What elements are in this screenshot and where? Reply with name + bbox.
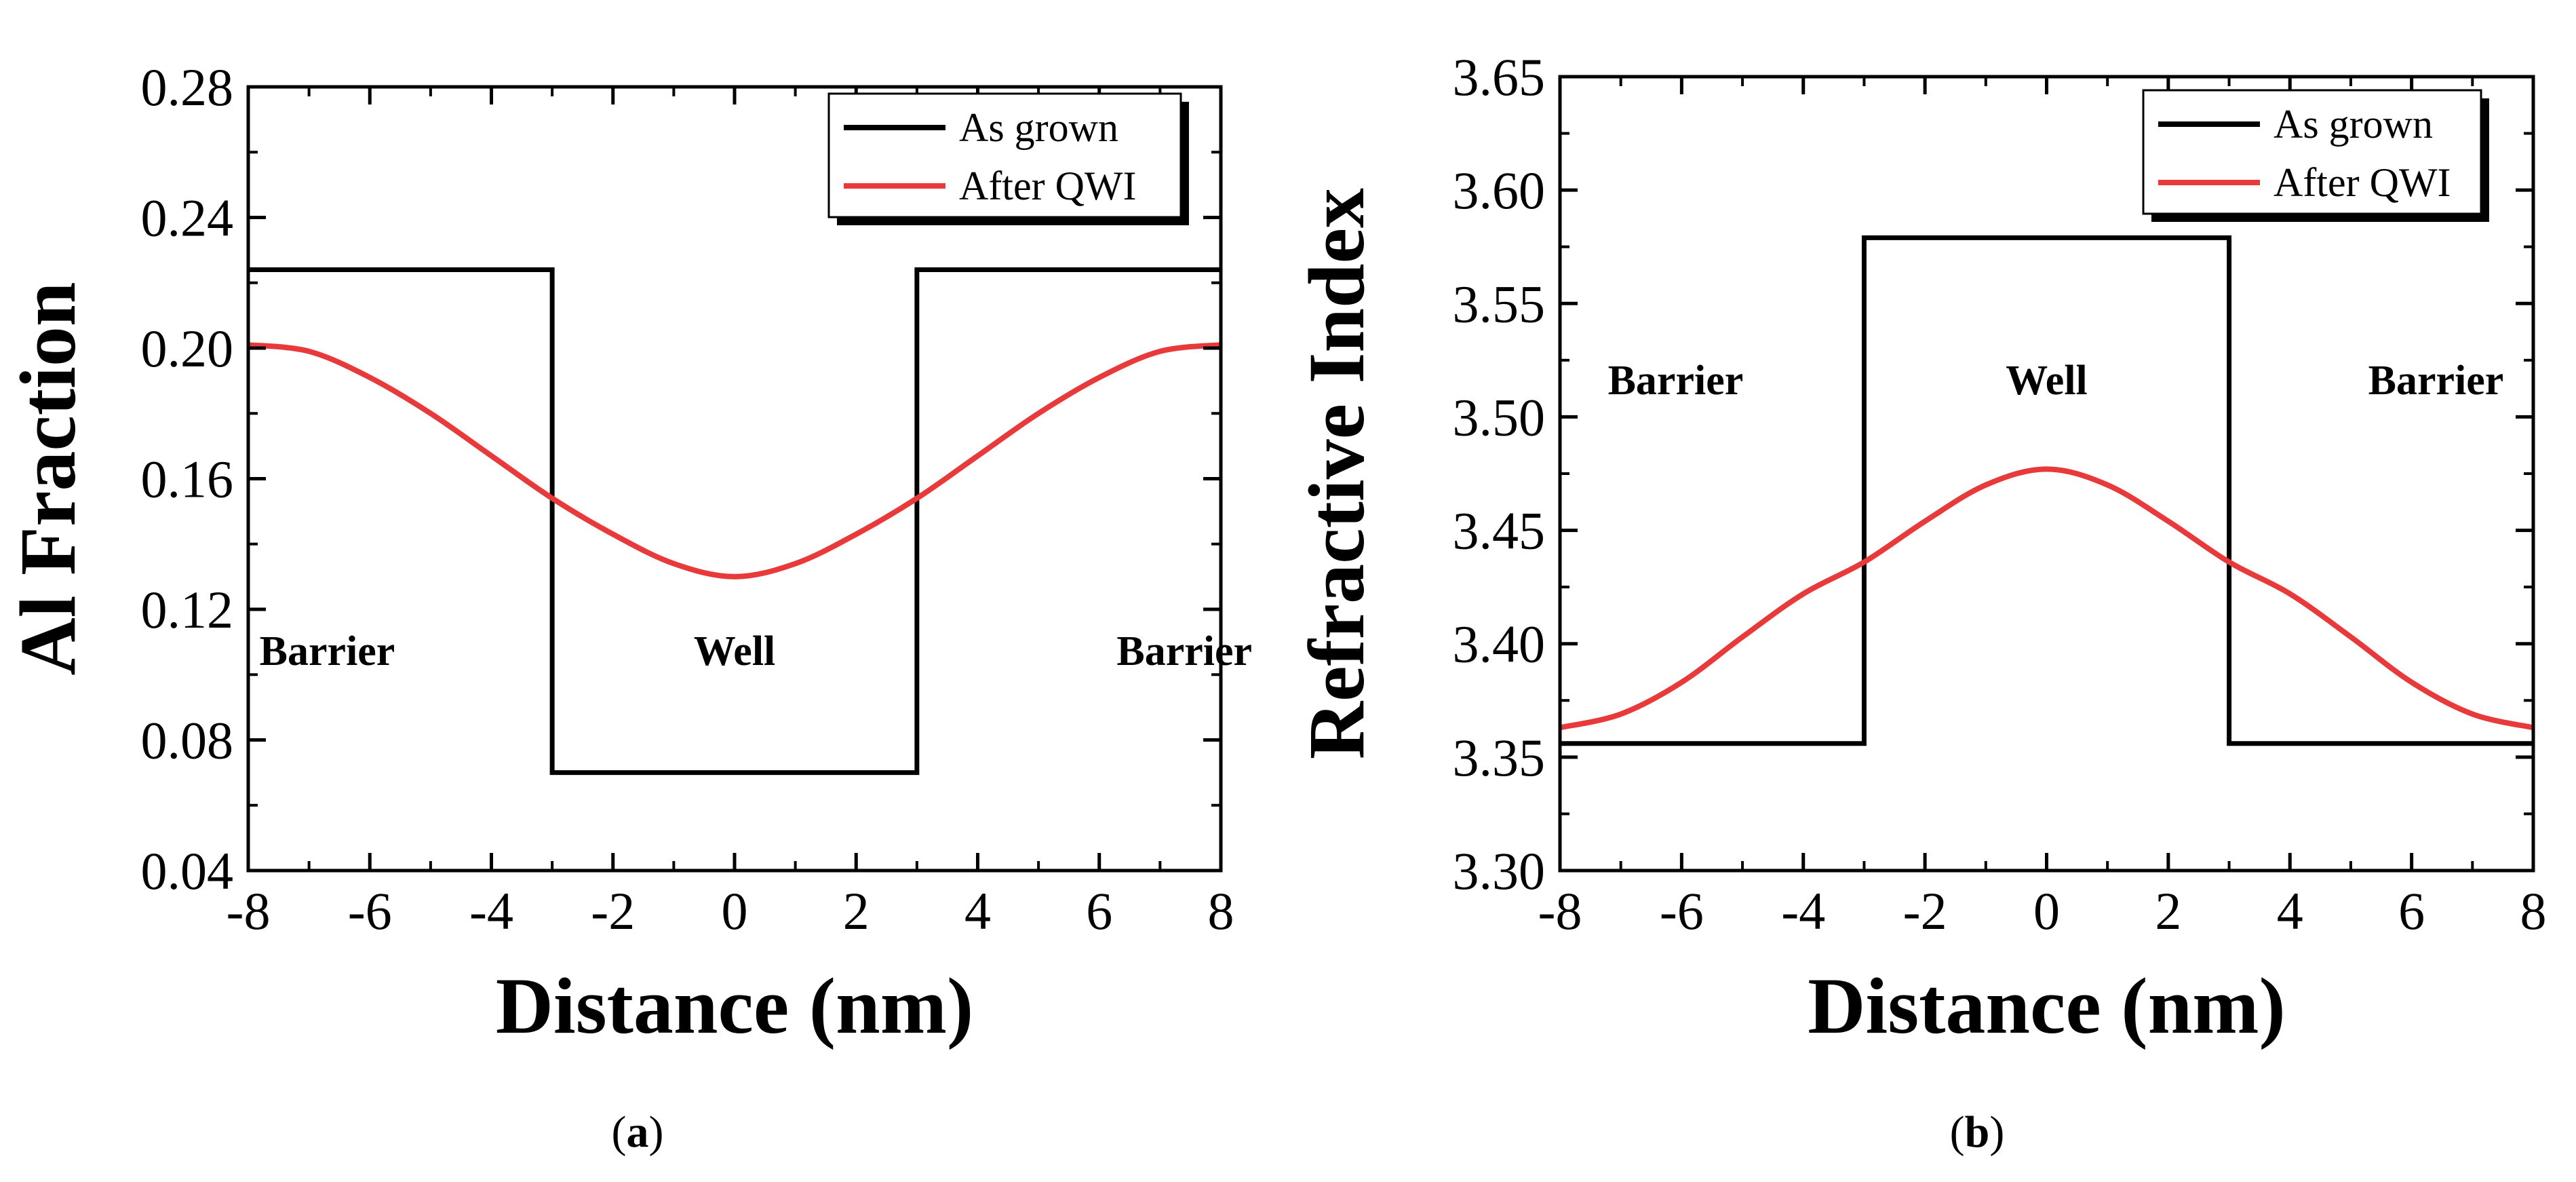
chart-a-y-axis-title: Al Fraction (3, 282, 92, 675)
chart-b-x-tick-label: -4 (1781, 881, 1825, 940)
chart-a-region-label-well: Well (694, 628, 776, 674)
chart-a-curves (248, 267, 1222, 776)
chart-b-y-axis-title: Refractive Index (1292, 188, 1381, 759)
chart-a-region-labels: Barrier Well Barrier (260, 628, 1252, 674)
chart-a-legend-label-as-grown: As grown (959, 105, 1118, 150)
caption-a-letter: a (627, 1107, 649, 1157)
chart-a-series-after-qwi-line (248, 342, 1222, 579)
chart-a-y-tick-label: 0.20 (141, 319, 234, 378)
chart-b-x-tick-label: 6 (2398, 881, 2425, 940)
caption-b: (b) (1950, 1107, 2005, 1157)
chart-b-region-label-barrier: Barrier (1608, 358, 1744, 404)
chart-b-y-tick-label: 3.30 (1453, 841, 1546, 900)
chart-a-x-tick-label: -2 (591, 881, 635, 940)
chart-b-legend-label-after-qwi: After QWI (2273, 160, 2451, 205)
chart-a-x-tick-label: 2 (843, 881, 870, 940)
caption-b-close: ) (1989, 1107, 2004, 1157)
chart-a-y-tick-label: 0.08 (141, 711, 234, 770)
chart-b-curves (1559, 235, 2534, 746)
chart-a-legend-label-after-qwi: After QWI (959, 164, 1137, 208)
chart-a-y-tick-label: 0.04 (141, 841, 234, 900)
chart-b-x-tick-label: 8 (2520, 881, 2547, 940)
chart-panel-b: -8 -6 -4 -2 0 2 4 6 8 3.30 3.35 3.40 3.45 3.50 3.55 3.6… (1292, 47, 2547, 1050)
chart-b-y-tick-label: 3.35 (1453, 728, 1546, 787)
chart-b-x-tick-label: -8 (1538, 881, 1582, 940)
chart-b-region-label-barrier: Barrier (2368, 358, 2504, 404)
chart-b-x-axis-title: Distance (nm) (1808, 961, 2286, 1050)
chart-b-ticks: -8 -6 -4 -2 0 2 4 6 8 3.30 3.35 3.40 3.45 3.50 3.55 3.6… (1453, 47, 2547, 940)
chart-b-legend: As grown After QWI (2142, 89, 2489, 222)
chart-b-legend-box (2142, 89, 2482, 215)
chart-a-x-tick-label: 0 (722, 881, 748, 940)
chart-b-series-after-qwi-line (1559, 466, 2534, 731)
chart-a-y-tick-label: 0.24 (141, 189, 234, 248)
chart-b-region-label-well: Well (2006, 358, 2088, 404)
chart-b-y-tick-label: 3.45 (1453, 501, 1546, 560)
chart-b-x-tick-label: 2 (2155, 881, 2181, 940)
caption-a-close: ) (649, 1107, 664, 1157)
chart-b-x-tick-label: -2 (1903, 881, 1947, 940)
caption-b-open: ( (1950, 1107, 1965, 1157)
caption-a-open: ( (612, 1107, 627, 1157)
caption-b-letter: b (1965, 1107, 1990, 1157)
chart-a-x-tick-label: 8 (1208, 881, 1234, 940)
chart-b-y-tick-label: 3.40 (1453, 615, 1546, 674)
chart-a-x-axis-title: Distance (nm) (496, 961, 974, 1050)
chart-a-y-tick-label: 0.16 (141, 450, 234, 509)
chart-b-region-labels: Barrier Well Barrier (1608, 358, 2504, 404)
chart-a-legend-box (827, 92, 1182, 218)
chart-b-y-tick-label: 3.60 (1453, 161, 1546, 220)
chart-a-region-label-barrier: Barrier (260, 628, 395, 674)
chart-b-y-tick-label: 3.50 (1453, 387, 1546, 446)
caption-a: (a) (612, 1107, 664, 1157)
chart-b-x-tick-label: 0 (2033, 881, 2060, 940)
chart-a-x-tick-label: 4 (964, 881, 991, 940)
chart-b-x-tick-label: -6 (1660, 881, 1704, 940)
chart-b-series-as-grown-line (1560, 235, 2533, 746)
chart-a-region-label-barrier: Barrier (1116, 628, 1252, 674)
chart-b-legend-label-as-grown: As grown (2273, 102, 2433, 147)
chart-a-x-tick-label: -8 (227, 881, 271, 940)
chart-a-y-tick-label: 0.28 (141, 58, 234, 117)
chart-panel-a: -8 -6 -4 -2 0 2 4 6 8 0.04 0.08 0.12 0.16 0.20 0.24 0.2… (3, 58, 1252, 1050)
chart-a-y-tick-label: 0.12 (141, 580, 234, 639)
chart-a-x-tick-label: 6 (1086, 881, 1112, 940)
chart-a-ticks: -8 -6 -4 -2 0 2 4 6 8 0.04 0.08 0.12 0.16 0.20 0.24 0.2… (141, 58, 1234, 940)
chart-b-y-tick-label: 3.55 (1453, 274, 1546, 333)
chart-b-x-tick-label: 4 (2277, 881, 2303, 940)
chart-a-legend: As grown After QWI (827, 92, 1189, 225)
chart-b-y-tick-label: 3.65 (1453, 47, 1546, 107)
chart-a-x-tick-label: -4 (469, 881, 513, 940)
chart-a-x-tick-label: -6 (348, 881, 392, 940)
chart-a-series-as-grown-line (248, 267, 1221, 776)
